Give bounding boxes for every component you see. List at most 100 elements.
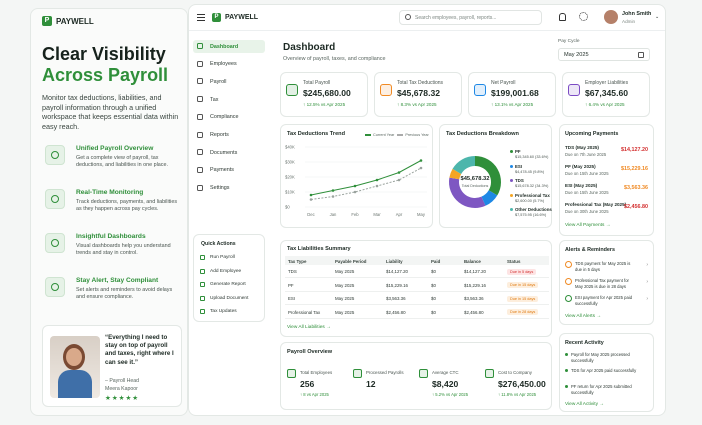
liabilities-card: Tax Liabilities Summary Tax Type Payable … xyxy=(280,240,552,337)
stat-value: $45,678.32 xyxy=(397,88,441,98)
overview-icon xyxy=(353,369,362,378)
stat-label: Total Payroll xyxy=(303,80,331,86)
upcoming-payments-card: Upcoming Payments TDS (May 2025) Due on 7… xyxy=(559,124,654,236)
donut-center-value: $45,678.32 xyxy=(460,176,490,182)
table-cell: $14,127.20 xyxy=(464,269,486,274)
sidebar-item-dashboard[interactable]: Dashboard xyxy=(193,40,265,53)
search-input[interactable]: Search employees, payroll, reports... xyxy=(399,10,542,25)
data-point xyxy=(309,198,313,201)
chevron-right-icon[interactable]: › xyxy=(646,296,648,302)
data-point xyxy=(419,166,423,170)
overview-value: $8,420 xyxy=(432,379,459,389)
table-row[interactable] xyxy=(285,293,549,305)
chevron-right-icon[interactable]: › xyxy=(646,262,648,268)
view-all-alerts-link[interactable]: View All Alerts → xyxy=(565,314,602,319)
quick-actions: Quick Actions Run Payroll Add Employee Gen… xyxy=(193,234,265,322)
payroll-overview-card: Payroll Overview Total Employees 256 ↑ 8 v… xyxy=(280,342,552,410)
view-all-liabilities-link[interactable]: View All Liabilities → xyxy=(287,325,331,330)
series-line xyxy=(310,167,422,200)
pay-cycle-select[interactable]: May 2025 xyxy=(558,48,650,61)
pie-slice xyxy=(475,156,501,196)
table-cell: $2,456.80 xyxy=(464,309,484,315)
chevron-right-icon[interactable]: › xyxy=(646,279,648,285)
sidebar-item-reports[interactable]: Reports xyxy=(193,129,265,142)
feature-title: Unified Payroll Overview xyxy=(76,145,154,152)
pie-slice xyxy=(449,177,486,208)
table-cell: May 2025 xyxy=(335,309,355,315)
table-row[interactable] xyxy=(285,266,549,278)
sidebar-item-label: Dashboard xyxy=(210,43,239,50)
activity-dot xyxy=(565,369,568,372)
user-avatar[interactable] xyxy=(604,10,618,24)
stat-value: $67,345.60 xyxy=(585,88,629,98)
data-point xyxy=(375,184,379,188)
quick-action-icon xyxy=(200,295,205,301)
stat-icon xyxy=(380,84,392,96)
sidebar-item-employees[interactable]: Employees xyxy=(193,58,265,71)
pay-cycle-label: Pay Cycle xyxy=(558,39,580,44)
hero-panel: P PAYWELL Clear Visibility Across Payrol… xyxy=(30,8,188,416)
page-title: Dashboard xyxy=(283,42,336,53)
table-cell: $3,563.36 xyxy=(386,296,406,301)
alert-text: TDS payment for May 2025 is due in 5 day… xyxy=(575,261,631,272)
overview-value: 256 xyxy=(300,379,315,389)
series-line xyxy=(310,160,422,196)
quick-action-item[interactable]: Run Payroll xyxy=(199,253,261,263)
breakdown-item-value: $15,345.60 (33.6%) xyxy=(515,155,549,159)
data-point xyxy=(331,195,335,198)
y-tick-label: $30K xyxy=(285,160,295,165)
data-point xyxy=(353,184,357,188)
sidebar-item-settings[interactable]: Settings xyxy=(193,182,265,195)
card-icon xyxy=(197,166,203,173)
gear-icon[interactable] xyxy=(579,12,588,21)
status-badge: Due in 15 days xyxy=(507,282,539,288)
sidebar-item-label: Payments xyxy=(210,167,234,174)
payment-name: TDS (May 2025) xyxy=(565,145,599,150)
user-name: John Smith xyxy=(622,11,652,17)
table-cell: $0 xyxy=(431,269,436,274)
sidebar-item-documents[interactable]: Documents xyxy=(193,146,265,159)
sidebar-item-tax[interactable]: Tax xyxy=(193,93,265,106)
quick-action-item[interactable]: Upload Document xyxy=(199,294,261,304)
feature-title: Stay Alert, Stay Compliant xyxy=(76,277,159,284)
table-cell: $15,229.16 xyxy=(464,282,486,288)
notification-icon[interactable] xyxy=(559,13,566,21)
legend-dot xyxy=(510,179,513,182)
quick-action-item[interactable]: Tax Updates xyxy=(199,307,261,317)
stat-label: Employer Liabilities xyxy=(585,80,629,86)
sidebar-item-payments[interactable]: Payments xyxy=(193,164,265,177)
quick-action-label: Run Payroll xyxy=(210,255,235,260)
breakdown-donut xyxy=(449,156,501,208)
overview-label: Average CTC xyxy=(432,370,459,375)
payment-due: Due on 30th June 2025 xyxy=(565,209,609,214)
view-all-activity-link[interactable]: View All Activity → xyxy=(565,402,605,407)
status-badge: Due in 5 days xyxy=(507,268,537,275)
quick-action-item[interactable]: Add Employee xyxy=(199,267,261,277)
quick-action-icon xyxy=(200,255,205,260)
sidebar-item-label: Reports xyxy=(210,132,229,138)
menu-icon[interactable] xyxy=(197,14,205,21)
table-row[interactable] xyxy=(285,307,549,319)
data-point xyxy=(419,159,423,162)
sidebar-item-label: Settings xyxy=(210,185,230,192)
legend-dot xyxy=(510,193,513,197)
table-row[interactable] xyxy=(285,280,549,292)
chevron-down-icon[interactable]: ⌄ xyxy=(655,14,660,20)
pie-slice xyxy=(449,168,462,180)
quick-action-item[interactable]: Generate Report xyxy=(199,280,261,290)
feature-description: Get a complete view of payroll, tax dedu… xyxy=(76,155,169,168)
quick-action-label: Upload Document xyxy=(210,295,249,301)
table-cell: May 2025 xyxy=(335,282,355,288)
sidebar-item-compliance[interactable]: Compliance xyxy=(193,111,265,124)
breakdown-title: Tax Deductions Breakdown xyxy=(446,131,519,137)
stat-card: Net Payroll $199,001.68 ↑ 13.1% vs Apr 202… xyxy=(468,72,556,117)
y-tick-label: $10K xyxy=(285,190,295,195)
logo-icon: P xyxy=(42,16,52,26)
x-tick-label: Mar xyxy=(373,212,381,217)
sidebar-item-payroll[interactable]: Payroll xyxy=(193,75,265,88)
author-role: – Payroll Head xyxy=(105,378,140,384)
view-all-payments-link[interactable]: View All Payments → xyxy=(565,223,611,228)
table-cell: $0 xyxy=(431,309,436,315)
breakdown-item-name: TDS xyxy=(515,178,524,183)
pay-cycle-value: May 2025 xyxy=(564,52,589,58)
